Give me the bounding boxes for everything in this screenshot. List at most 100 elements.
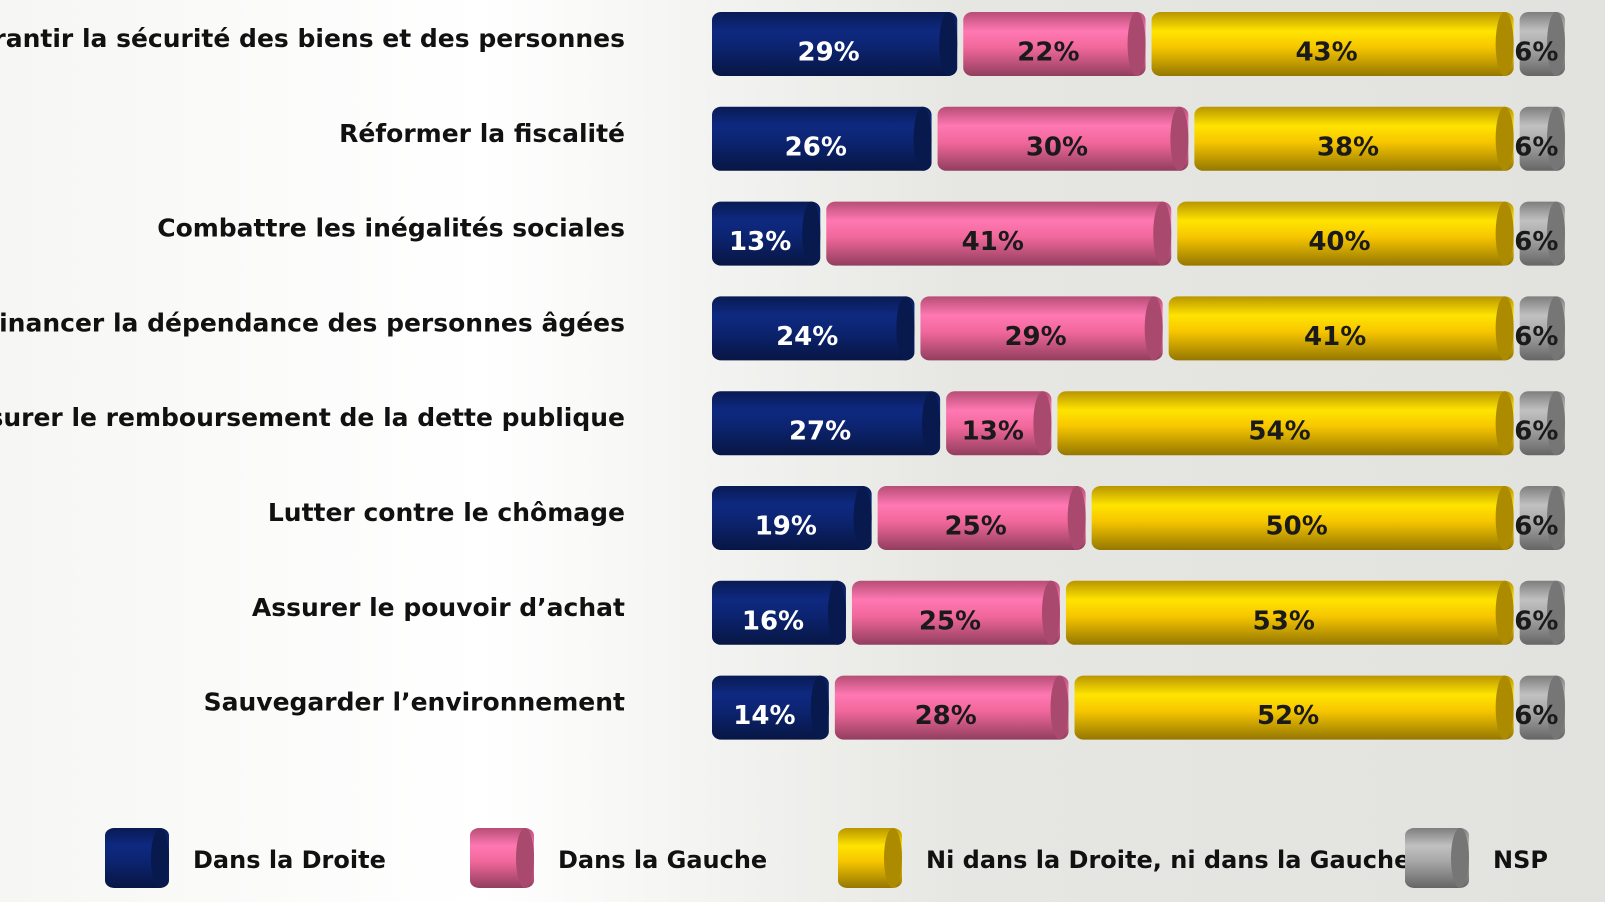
bar-segment [1519, 391, 1565, 456]
value-label: 6% [1514, 38, 1558, 68]
value-label: 16% [742, 606, 804, 636]
segment-body [1168, 296, 1514, 361]
value-label: 41% [962, 227, 1024, 257]
bar-segment [1194, 106, 1514, 171]
segment-cap [1451, 828, 1469, 888]
bar-segment [1151, 12, 1514, 76]
segment-body [877, 486, 1086, 550]
value-label: 6% [1514, 701, 1558, 731]
segment-cap [1127, 12, 1146, 76]
segment-cap [1041, 580, 1060, 645]
value-label: 54% [1248, 417, 1310, 447]
value-label: 14% [733, 701, 795, 731]
segment-body [963, 12, 1146, 76]
segment-body [712, 580, 846, 645]
bar-segment [1177, 201, 1514, 266]
bar-segment [712, 580, 846, 645]
bar-segment [937, 106, 1189, 171]
segment-cap [1144, 296, 1163, 361]
segment-cap [1547, 486, 1565, 550]
segment-body [712, 201, 821, 266]
segment-cap [1547, 106, 1565, 171]
segment-body [712, 675, 829, 740]
value-label: 26% [785, 132, 847, 162]
bar-segment [1519, 106, 1565, 171]
segment-body [712, 391, 941, 456]
bar-segment [851, 580, 1060, 645]
value-label: 29% [1004, 322, 1066, 352]
bar-segment [920, 296, 1163, 361]
segment-cap [1495, 486, 1514, 550]
category-label: Lutter contre le chômage [268, 498, 625, 527]
value-label: 30% [1026, 132, 1088, 162]
legend-swatch [1405, 828, 1469, 888]
segment-cap [1495, 12, 1514, 76]
bar-segment [1057, 391, 1514, 456]
value-label: 40% [1308, 227, 1370, 257]
segment-cap [1547, 391, 1565, 456]
segment-body [946, 391, 1052, 456]
value-label: 6% [1514, 512, 1558, 542]
category-label: Garantir la sécurité des biens et des pe… [0, 24, 625, 53]
bar-segment [712, 201, 821, 266]
legend-swatch [470, 828, 534, 888]
legend-label: NSP [1493, 846, 1548, 874]
category-label: Assurer le pouvoir d’achat [252, 593, 625, 622]
legend-label: Dans la Droite [193, 846, 386, 874]
value-label: 19% [755, 512, 817, 542]
segment-body [712, 296, 915, 361]
value-label: 28% [915, 701, 977, 731]
segment-cap [1495, 106, 1514, 171]
bar-segment [712, 296, 915, 361]
segment-cap [1547, 296, 1565, 361]
segment-cap [1547, 675, 1565, 740]
segment-cap [1495, 391, 1514, 456]
legend-label: Dans la Gauche [558, 846, 767, 874]
value-label: 22% [1017, 38, 1079, 68]
segment-cap [896, 296, 915, 361]
segment-cap [151, 828, 169, 888]
bar-segment [1168, 296, 1514, 361]
bar-segment [963, 12, 1146, 76]
value-label: 6% [1514, 606, 1558, 636]
segment-cap [810, 675, 829, 740]
segment-cap [1067, 486, 1086, 550]
bar-segment [826, 201, 1172, 266]
segment-body [712, 486, 872, 550]
bar-segment [712, 391, 941, 456]
bar-segment [834, 675, 1069, 740]
segment-body [1151, 12, 1514, 76]
bar-segment [1519, 201, 1565, 266]
bar-segment [1519, 296, 1565, 361]
bar-segment [712, 675, 829, 740]
segment-body [1074, 675, 1514, 740]
segment-body [834, 675, 1069, 740]
value-label: 53% [1253, 606, 1315, 636]
bar-segment [712, 106, 932, 171]
segment-cap [1050, 675, 1069, 740]
value-label: 27% [789, 417, 851, 447]
bar-segment [946, 391, 1052, 456]
value-label: 6% [1514, 322, 1558, 352]
bar-segment [1519, 675, 1565, 740]
segment-cap [922, 391, 941, 456]
value-label: 13% [962, 417, 1024, 447]
bar-segment [1519, 12, 1565, 76]
category-label: Sauvegarder l’environnement [204, 688, 625, 717]
bar-segment [1519, 486, 1565, 550]
value-label: 6% [1514, 132, 1558, 162]
bar-segment [712, 12, 958, 76]
segment-cap [1547, 580, 1565, 645]
segment-cap [1153, 201, 1172, 266]
value-label: 6% [1514, 417, 1558, 447]
category-label: Assurer le remboursement de la dette pub… [0, 403, 625, 432]
category-label: Financer la dépendance des personnes âgé… [0, 308, 625, 337]
segment-cap [1495, 580, 1514, 645]
segment-cap [1495, 675, 1514, 740]
segment-body [712, 12, 958, 76]
bar-segment [1074, 675, 1514, 740]
category-label: Combattre les inégalités sociales [157, 214, 625, 243]
segment-cap [853, 486, 872, 550]
segment-body [1194, 106, 1514, 171]
